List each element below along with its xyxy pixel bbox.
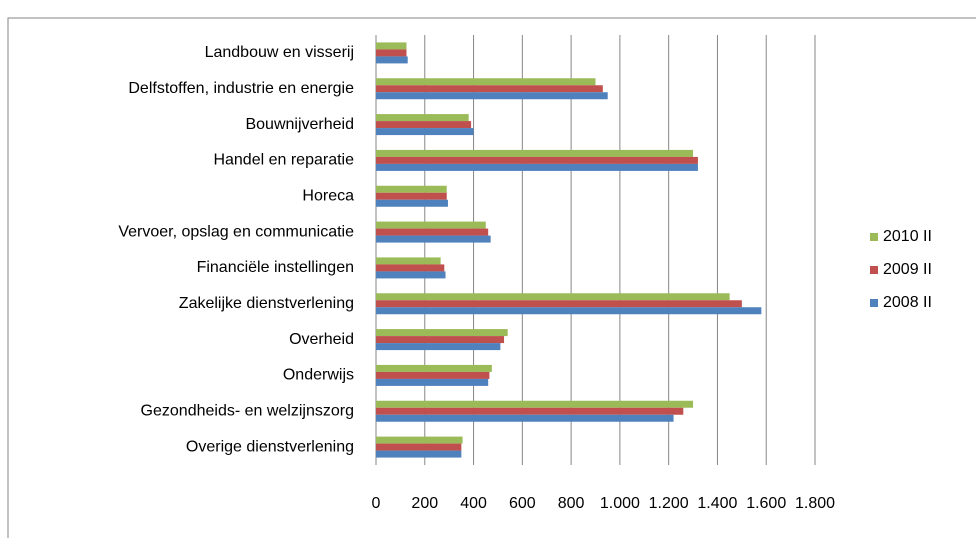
legend-swatch bbox=[870, 233, 878, 241]
bar bbox=[376, 56, 408, 64]
bar bbox=[376, 149, 694, 157]
chart-frame bbox=[7, 17, 976, 538]
y-tick-label: Handel en reparatie bbox=[213, 152, 354, 169]
x-tick-label: 1.800 bbox=[795, 495, 835, 512]
bar bbox=[376, 49, 407, 57]
x-tick-label: 1.600 bbox=[746, 495, 786, 512]
x-tick-label: 1.000 bbox=[600, 495, 640, 512]
bar bbox=[376, 407, 684, 415]
y-tick-label: Financiële instellingen bbox=[197, 259, 354, 276]
bar bbox=[376, 192, 447, 200]
bar bbox=[376, 92, 608, 100]
bar bbox=[376, 414, 674, 422]
x-tick-label: 1.400 bbox=[697, 495, 737, 512]
bar bbox=[376, 400, 694, 408]
bar bbox=[376, 78, 596, 86]
x-tick-label: 200 bbox=[411, 495, 438, 512]
x-tick-label: 600 bbox=[509, 495, 536, 512]
bar bbox=[376, 378, 489, 386]
bar bbox=[376, 228, 489, 236]
bar bbox=[376, 336, 505, 344]
x-tick-label: 1.200 bbox=[649, 495, 689, 512]
bar bbox=[376, 156, 698, 164]
x-tick-label: 800 bbox=[558, 495, 585, 512]
bar bbox=[376, 221, 486, 229]
bar bbox=[376, 121, 472, 129]
bar bbox=[376, 450, 462, 458]
legend-label: 2008 II bbox=[883, 294, 932, 311]
y-tick-label: Landbouw en visserij bbox=[205, 44, 354, 61]
y-tick-label: Overheid bbox=[289, 331, 354, 348]
bar bbox=[376, 264, 445, 272]
bar bbox=[376, 235, 491, 243]
y-tick-label: Onderwijs bbox=[283, 367, 354, 384]
y-tick-label: Overige dienstverlening bbox=[186, 438, 354, 455]
y-tick-label: Bouwnijverheid bbox=[245, 116, 354, 133]
y-tick-label: Delfstoffen, industrie en energie bbox=[128, 80, 354, 97]
bar bbox=[376, 436, 463, 444]
bar bbox=[376, 307, 762, 315]
bar bbox=[376, 371, 490, 379]
bar bbox=[376, 42, 407, 50]
x-tick-label: 0 bbox=[372, 495, 381, 512]
bar bbox=[376, 257, 441, 265]
y-tick-label: Gezondheids- en welzijnszorg bbox=[141, 402, 354, 419]
bar bbox=[376, 443, 462, 451]
legend-label: 2009 II bbox=[883, 261, 932, 278]
y-tick-label: Zakelijke dienstverlening bbox=[179, 295, 354, 312]
legend-swatch bbox=[870, 266, 878, 274]
y-tick-label: Vervoer, opslag en communicatie bbox=[118, 223, 354, 240]
y-tick-label: Horeca bbox=[302, 187, 354, 204]
bar bbox=[376, 364, 492, 372]
bar bbox=[376, 185, 447, 193]
legend-label: 2010 II bbox=[883, 228, 932, 245]
bar bbox=[376, 343, 501, 351]
bar bbox=[376, 293, 730, 301]
x-tick-label: 400 bbox=[460, 495, 487, 512]
bar bbox=[376, 128, 474, 136]
bar bbox=[376, 114, 469, 122]
bar bbox=[376, 271, 446, 279]
bar bbox=[376, 85, 603, 93]
bar bbox=[376, 199, 448, 207]
bar bbox=[376, 329, 508, 337]
bar bbox=[376, 300, 742, 308]
bar bbox=[376, 163, 698, 171]
legend-swatch bbox=[870, 299, 878, 307]
